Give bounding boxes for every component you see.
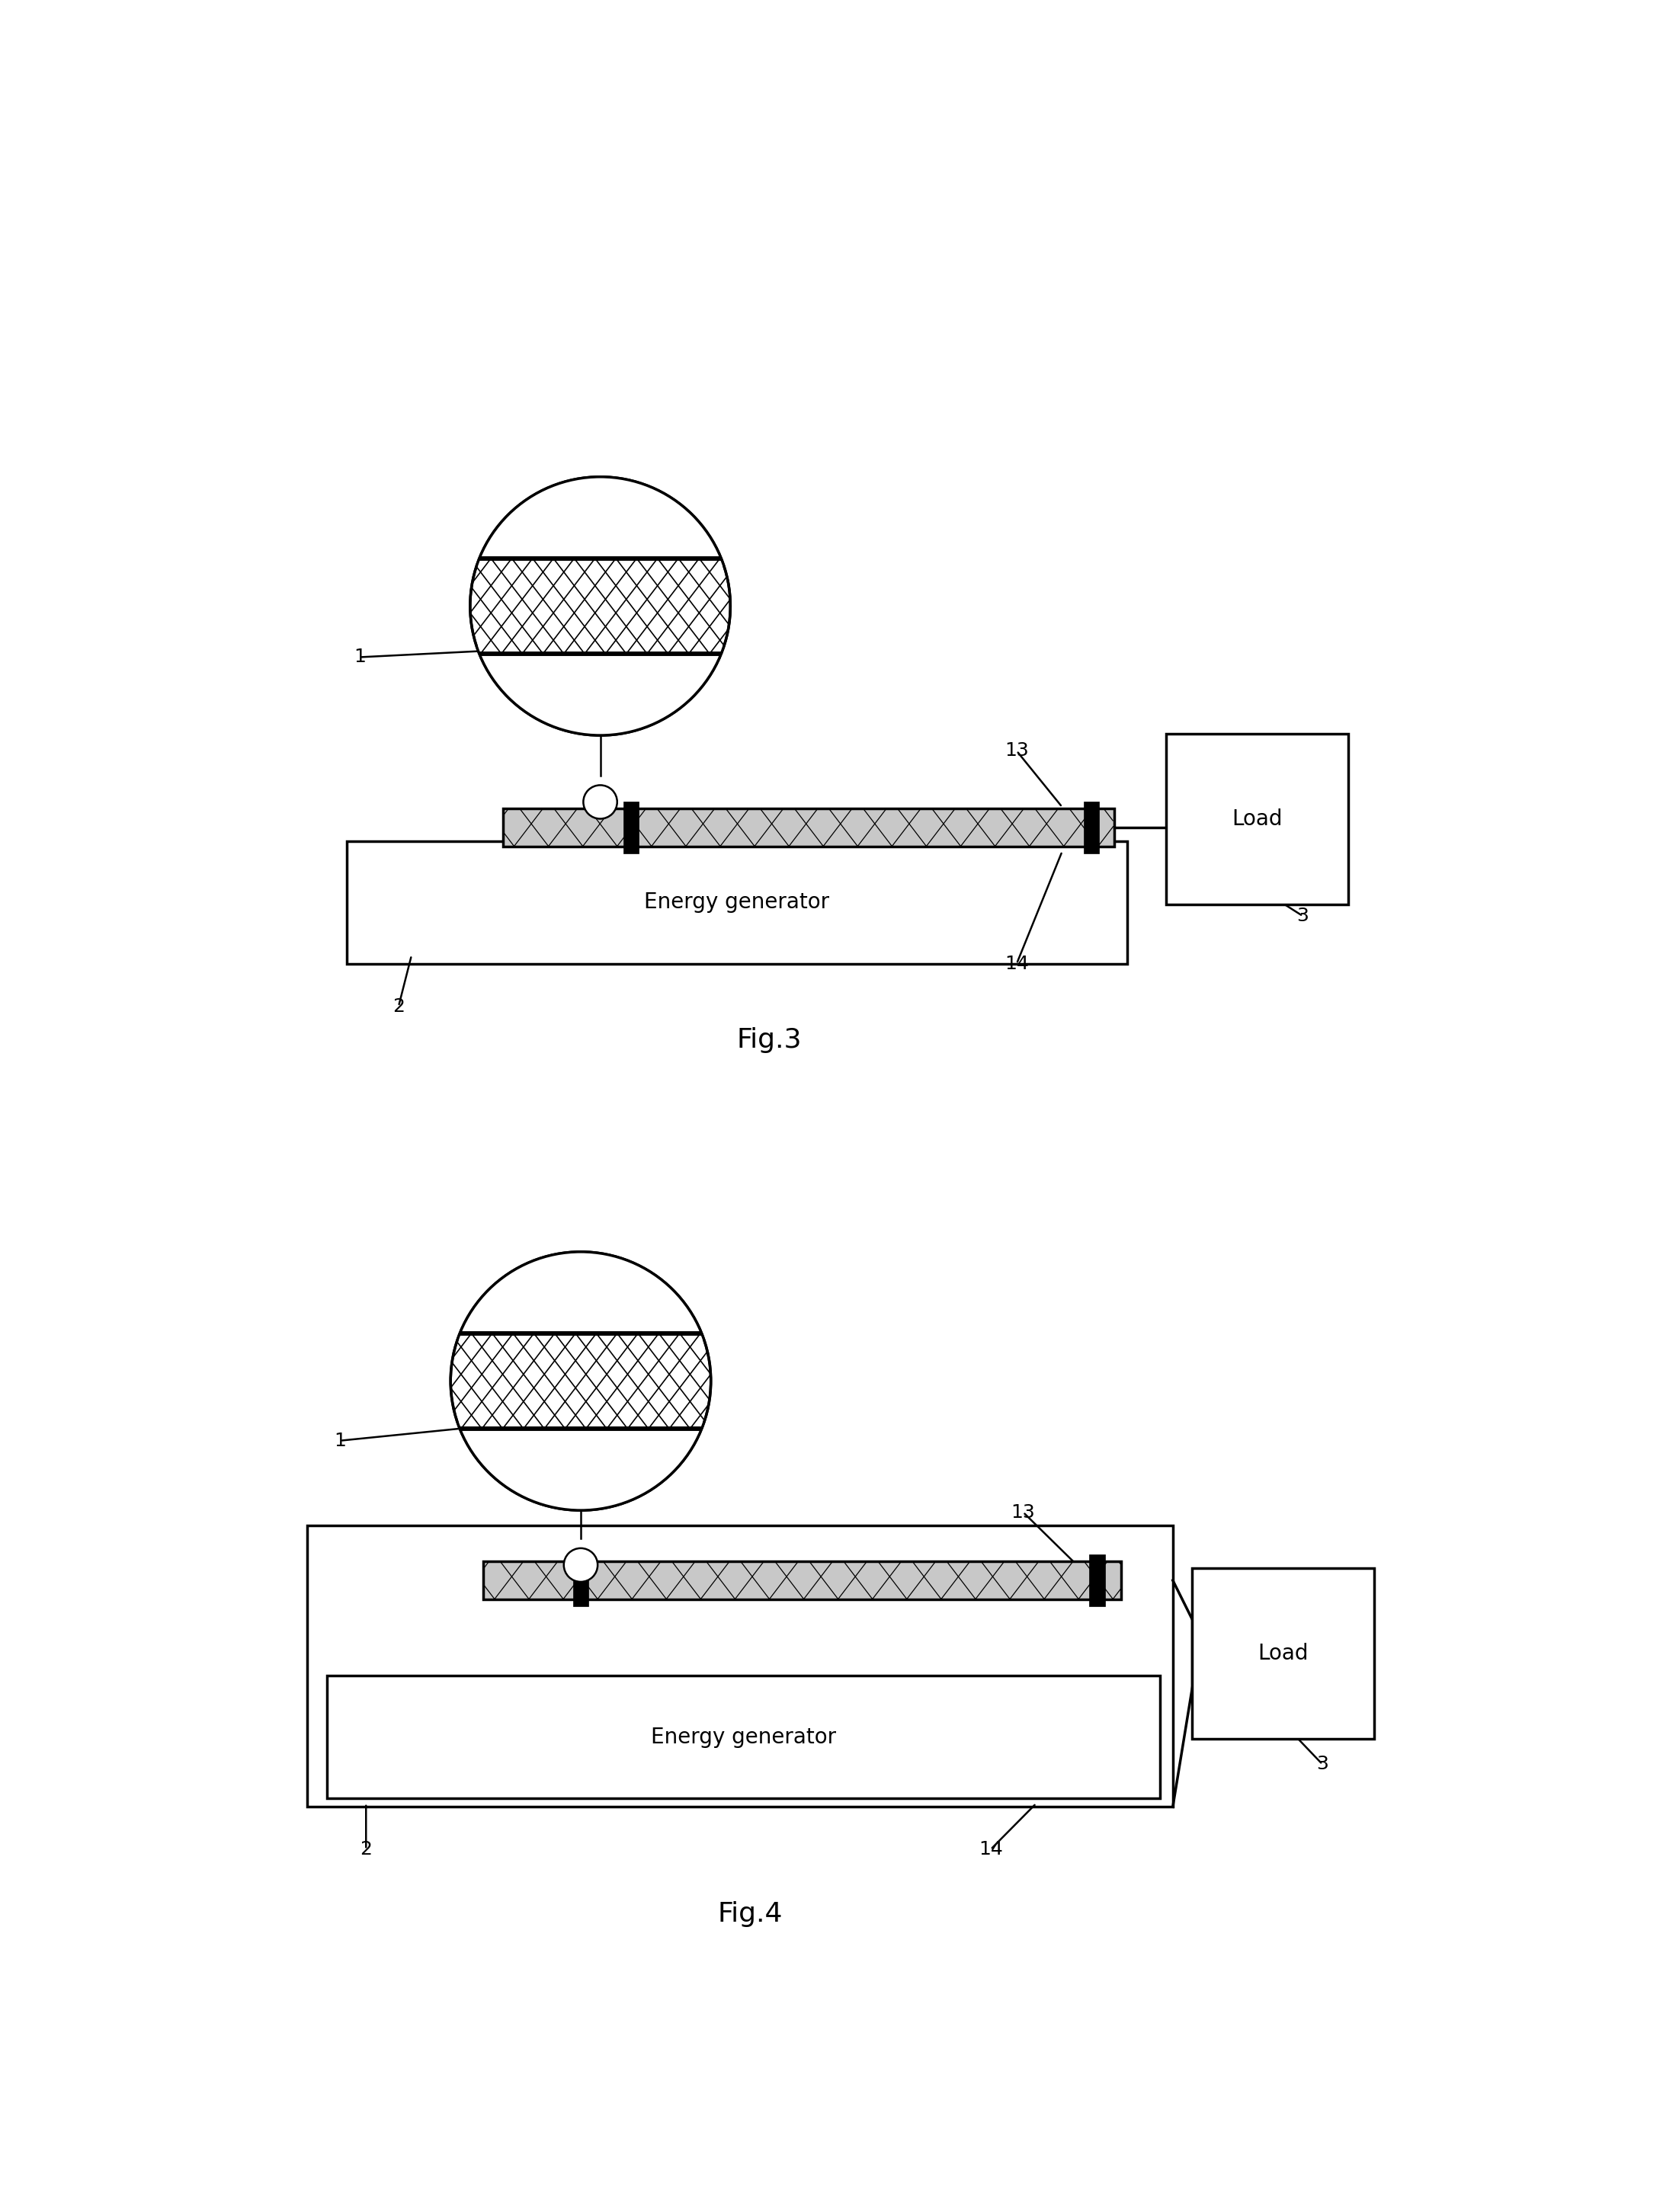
Ellipse shape (564, 1548, 598, 1582)
Polygon shape (479, 478, 722, 557)
Bar (1167, 734, 1348, 905)
Polygon shape (479, 655, 722, 734)
Text: 14: 14 (1004, 956, 1029, 973)
Text: Fig.3: Fig.3 (737, 1026, 803, 1053)
Polygon shape (460, 1252, 702, 1334)
Text: 3: 3 (1296, 907, 1310, 925)
Bar (502, 810, 1115, 847)
Text: 13: 13 (1011, 1504, 1036, 1522)
Text: Energy generator: Energy generator (651, 1725, 836, 1747)
Bar (327, 1677, 1160, 1798)
Text: Load: Load (1232, 807, 1283, 830)
Text: 13: 13 (1004, 741, 1029, 761)
Bar (1083, 801, 1100, 854)
Bar (1090, 1555, 1105, 1606)
Bar (458, 1334, 704, 1429)
Bar (346, 841, 1127, 964)
Text: 3: 3 (1316, 1754, 1328, 1774)
Ellipse shape (583, 785, 618, 818)
Text: 1: 1 (354, 648, 366, 666)
Text: 2: 2 (393, 998, 405, 1015)
Bar (623, 801, 640, 854)
Text: 14: 14 (979, 1840, 1002, 1858)
Bar (573, 1555, 589, 1606)
Text: Fig.4: Fig.4 (717, 1902, 782, 1927)
Text: Load: Load (1258, 1644, 1308, 1663)
Bar (479, 557, 722, 655)
Text: 2: 2 (359, 1840, 373, 1858)
Text: Energy generator: Energy generator (645, 891, 829, 914)
Text: 1: 1 (334, 1431, 346, 1449)
Bar (307, 1526, 1174, 1807)
Bar (484, 1562, 1122, 1599)
Bar (1192, 1568, 1375, 1739)
Polygon shape (460, 1429, 702, 1511)
